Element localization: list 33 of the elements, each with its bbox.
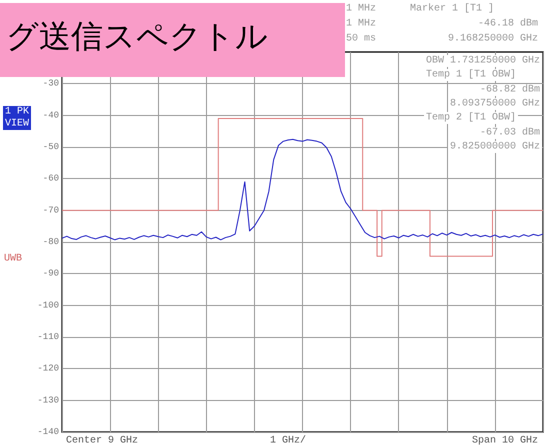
y-tick-label: -40: [42, 110, 59, 120]
text: Span 10 GHz: [472, 436, 538, 446]
y-tick-label: -60: [42, 174, 59, 184]
y-tick-label: -110: [37, 332, 59, 342]
annotation: Temp 2 [T1 OBW]: [426, 112, 516, 124]
y-tick-label: -140: [37, 427, 59, 437]
text: 1 GHz/: [270, 434, 306, 446]
text: 1 MHz: [346, 18, 376, 30]
text: UWB: [4, 254, 22, 264]
text: 1 PK: [5, 106, 30, 118]
y-tick-label: -90: [42, 268, 59, 279]
text: Marker 1 [T1 ]: [410, 2, 494, 14]
y-tick-label: -30: [42, 78, 59, 89]
annotation: -68.82 dBm: [480, 84, 540, 96]
annotation: Temp 1 [T1 OBW]: [426, 68, 516, 80]
text: Center 9 GHz: [66, 436, 138, 446]
chart-title: グ送信スペクトル: [6, 17, 268, 55]
text: 50 ms: [346, 34, 376, 44]
text: -46.18 dBm: [478, 18, 538, 30]
text: 9.168250000 GHz: [448, 34, 538, 44]
text: VIEW: [5, 118, 30, 130]
y-tick-label: -130: [37, 395, 59, 406]
line-series: [62, 138, 544, 240]
text: 1 MHz: [346, 4, 376, 14]
annotation: 9.825000000 GHz: [450, 142, 540, 152]
annotation: OBW 1.731250000 GHz: [426, 56, 540, 66]
annotation: 8.093750000 GHz: [450, 98, 540, 110]
annotation: -67.03 dBm: [480, 126, 540, 138]
y-tick-label: -100: [37, 300, 59, 310]
y-tick-label: -70: [42, 205, 59, 216]
y-tick-label: -120: [37, 364, 59, 374]
y-tick-label: -80: [42, 237, 59, 247]
y-tick-label: -50: [42, 142, 59, 152]
